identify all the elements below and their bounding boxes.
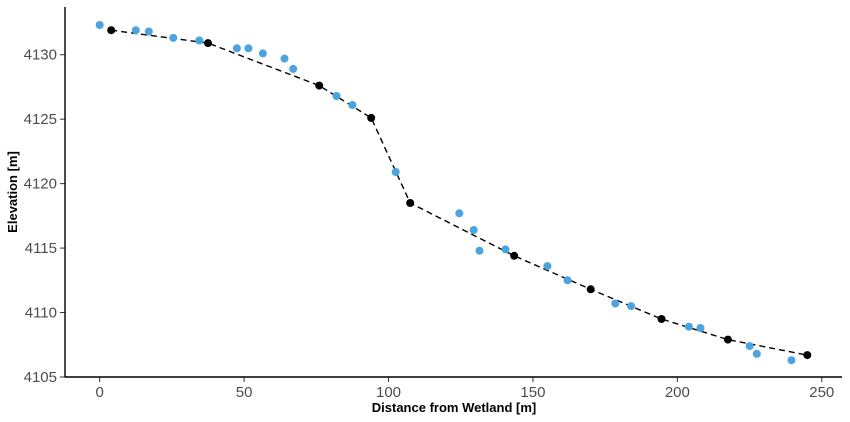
blue-point — [348, 101, 357, 109]
blue-point — [195, 36, 204, 45]
black-point — [315, 81, 324, 90]
y-axis-title: Elevation [m] — [5, 151, 20, 233]
blue-point — [280, 54, 289, 63]
blue-point — [232, 44, 241, 53]
y-tick-label: 4105 — [24, 369, 57, 386]
x-tick-label: 0 — [95, 384, 103, 401]
axis-ticks: 0 50 100 150 200 250 4105 4110 4115 4120 4125 4130 — [24, 47, 835, 401]
blue-point — [455, 209, 464, 218]
black-point — [510, 251, 519, 260]
blue-point — [684, 322, 693, 331]
blue-point — [144, 27, 153, 36]
blue-point — [752, 349, 761, 358]
black-point — [586, 285, 595, 294]
x-tick-label: 250 — [809, 384, 834, 401]
blue-point — [745, 342, 754, 351]
x-tick-label: 50 — [236, 384, 253, 401]
blue-point — [627, 302, 636, 311]
blue-point — [332, 92, 341, 100]
blue-point — [543, 262, 552, 271]
y-tick-label: 4115 — [25, 240, 57, 257]
y-tick-label: 4120 — [24, 176, 57, 193]
blue-point — [169, 33, 178, 42]
y-tick-label: 4125 — [24, 111, 57, 128]
blue-point — [289, 64, 298, 73]
black-point — [803, 351, 812, 360]
black-point — [723, 335, 732, 344]
blue-point — [475, 246, 484, 255]
x-axis-title: Distance from Wetland [m] — [372, 400, 536, 415]
data-points-layer — [95, 21, 812, 365]
blue-point — [391, 168, 400, 176]
blue-point — [258, 49, 267, 58]
profile-line-layer — [111, 29, 808, 356]
x-tick-label: 150 — [520, 384, 545, 401]
x-tick-label: 100 — [376, 384, 401, 401]
x-tick-label: 200 — [665, 384, 690, 401]
blue-point — [563, 276, 572, 285]
black-point — [204, 39, 212, 48]
blue-point — [469, 226, 478, 234]
black-point — [367, 113, 376, 122]
blue-point — [501, 245, 510, 254]
black-point — [657, 315, 666, 323]
blue-point — [244, 44, 253, 53]
y-tick-label: 4130 — [24, 47, 57, 64]
y-tick-label: 4110 — [25, 305, 57, 322]
blue-point — [787, 356, 796, 365]
blue-point — [95, 21, 104, 29]
black-point — [406, 199, 415, 207]
blue-point — [131, 26, 140, 35]
blue-point — [696, 324, 705, 332]
blue-point — [611, 299, 620, 308]
elevation-profile-line — [111, 29, 808, 356]
black-point — [107, 26, 116, 35]
